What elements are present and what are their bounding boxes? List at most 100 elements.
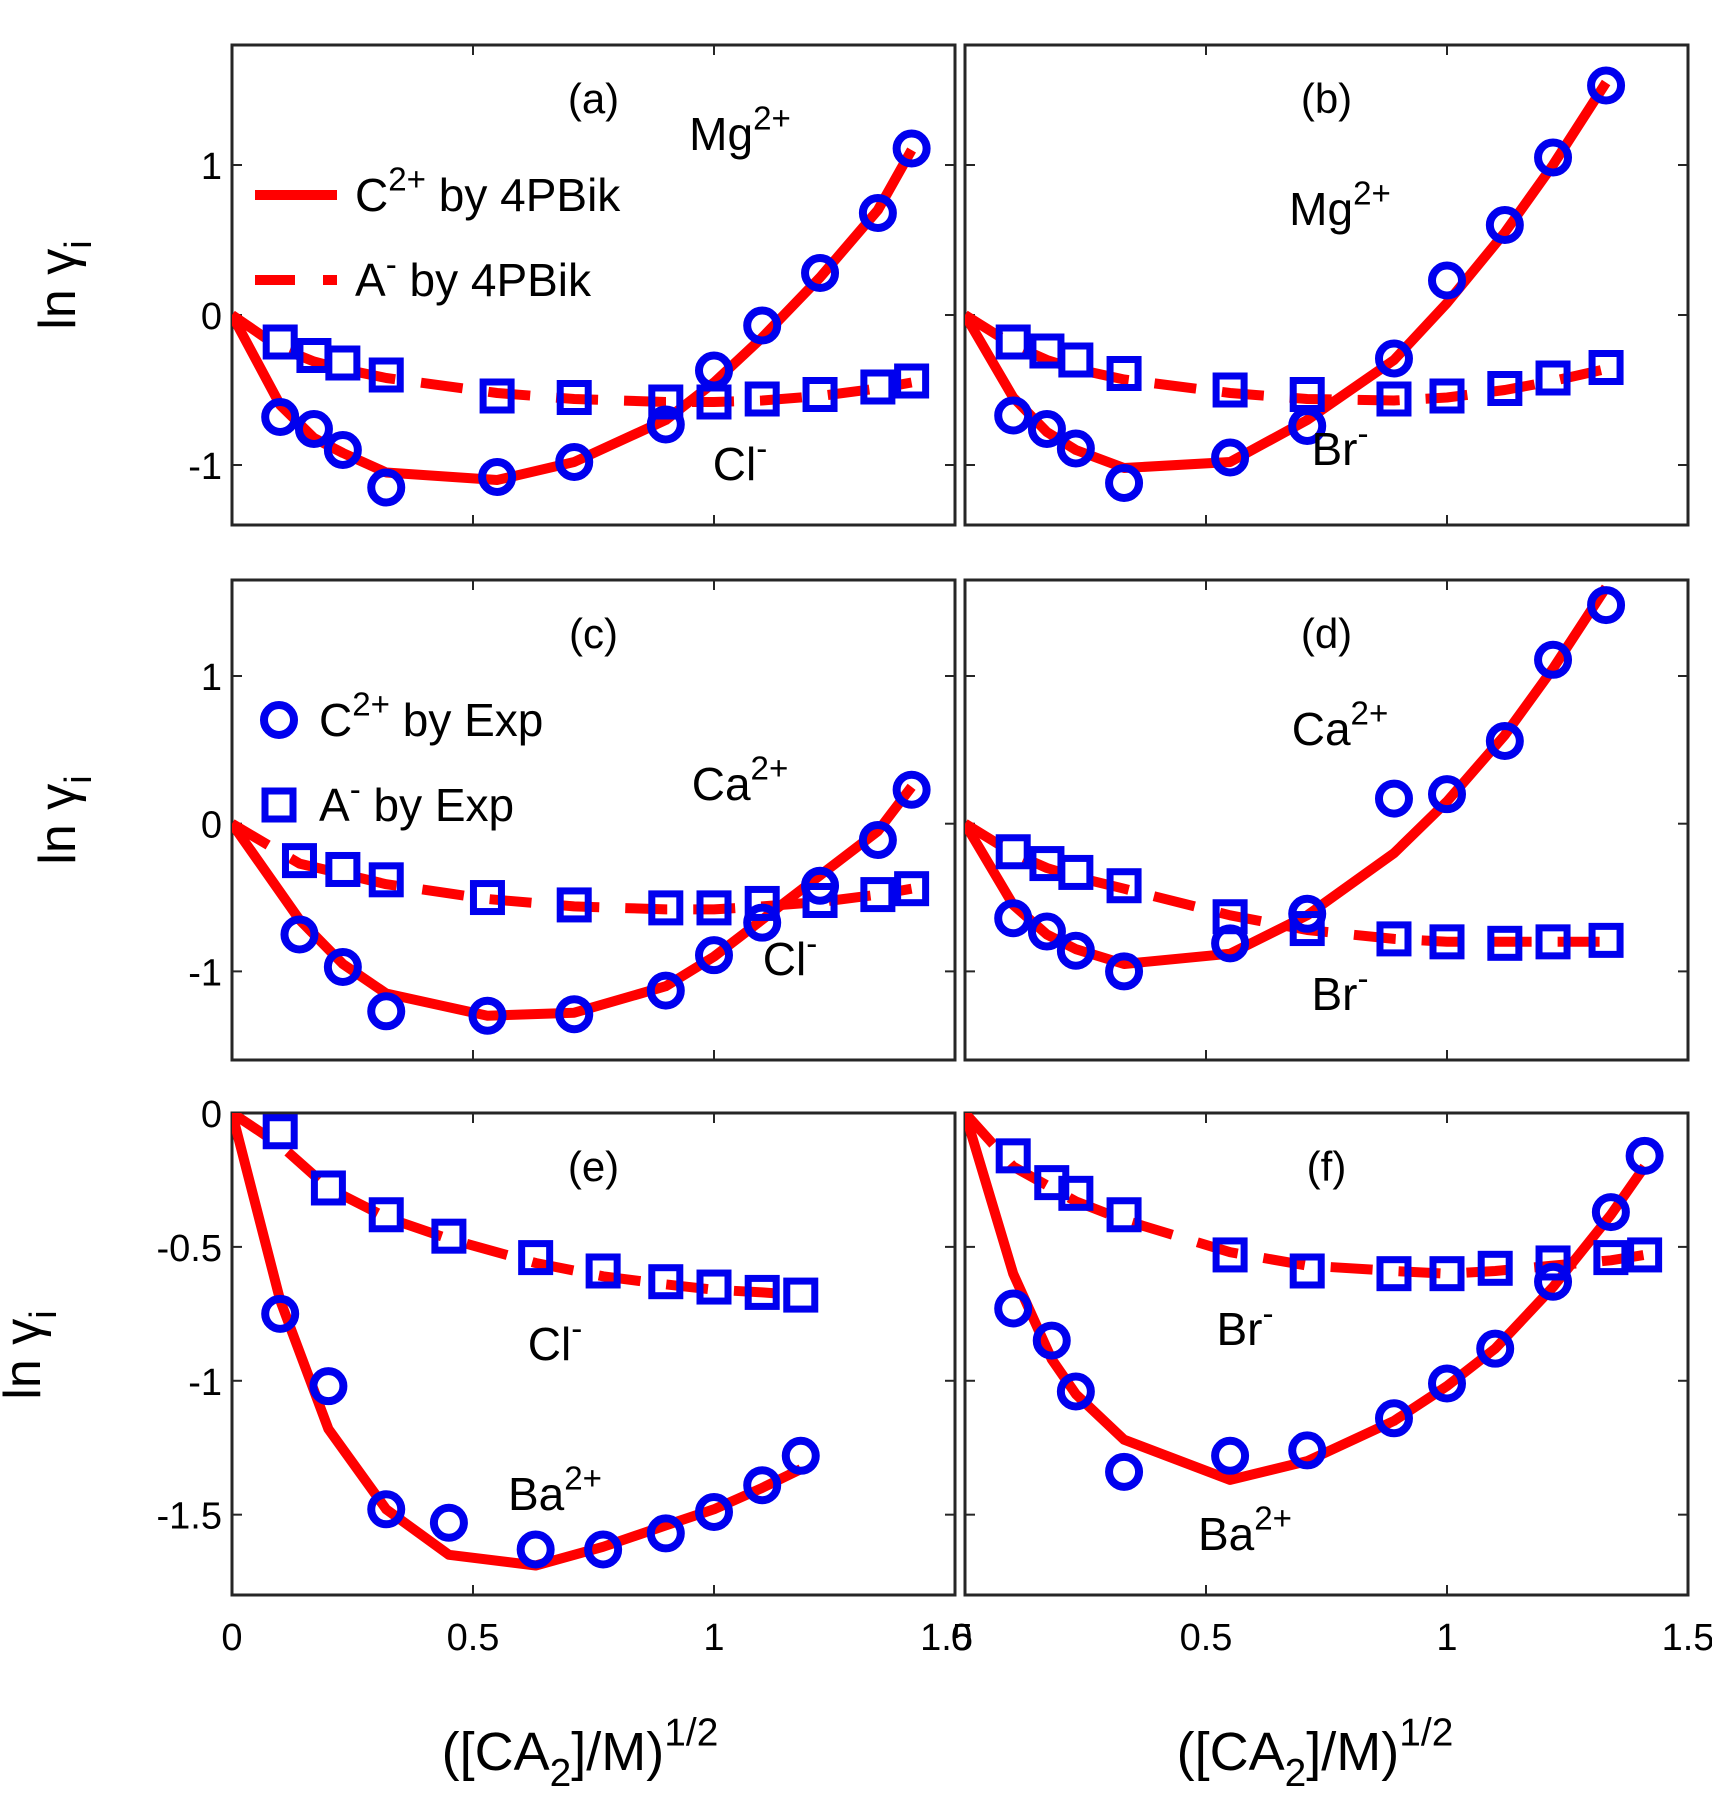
anion-exp-point bbox=[368, 357, 404, 393]
cation-exp-point bbox=[1476, 1329, 1515, 1368]
legend-circle-marker bbox=[260, 701, 298, 739]
x-tick-label: 0.5 bbox=[447, 1617, 500, 1659]
anion-exp-point bbox=[995, 324, 1031, 360]
x-tick-label: 1 bbox=[1436, 1617, 1457, 1659]
cation-label: Mg2+ bbox=[1289, 175, 1391, 235]
panel-c: -1 0 1 (c) Ca2+ Cl- C2+ by Exp A- by Exp bbox=[188, 578, 957, 1062]
x-axis-label: ([CA2]/M)1/2 bbox=[442, 1712, 719, 1796]
cation-exp-point bbox=[1211, 438, 1250, 477]
cation-exp-point bbox=[994, 396, 1033, 435]
cation-exp-point bbox=[367, 468, 406, 507]
y-tick-label: -1 bbox=[188, 1362, 222, 1404]
anion-exp-point bbox=[325, 851, 361, 887]
anion-exp-point bbox=[1588, 922, 1624, 958]
anion-model-line bbox=[965, 310, 1608, 406]
cation-exp-point bbox=[1428, 1364, 1466, 1403]
cation-exp-point bbox=[743, 306, 782, 345]
anion-label: Cl- bbox=[763, 925, 817, 985]
cation-exp-point bbox=[1056, 1372, 1095, 1411]
cation-exp-point bbox=[743, 1466, 782, 1505]
cation-exp-point bbox=[429, 1503, 468, 1542]
y-axis-label: ln γi bbox=[29, 775, 100, 864]
anion-exp-point bbox=[995, 1138, 1031, 1174]
panel-f: 0 0.5 1 1.5 (f) Ba2+ Br- bbox=[951, 1111, 1712, 1659]
cation-exp-point bbox=[1374, 779, 1413, 818]
cation-exp-point bbox=[743, 903, 782, 942]
y-tick-label: -0.5 bbox=[157, 1228, 222, 1270]
panel-label: (b) bbox=[1301, 75, 1352, 122]
anion-exp-point bbox=[1212, 372, 1248, 408]
panel-label: (a) bbox=[568, 75, 619, 122]
panel-label: (e) bbox=[568, 1143, 619, 1190]
anion-exp-point bbox=[518, 1240, 554, 1276]
anion-exp-point bbox=[648, 1264, 684, 1300]
anion-exp-point bbox=[1535, 360, 1571, 396]
anion-exp-point bbox=[431, 1218, 467, 1254]
anion-exp-point bbox=[1429, 924, 1465, 960]
x-tick-label: 1.5 bbox=[920, 1617, 973, 1659]
anion-exp-point bbox=[696, 1269, 732, 1305]
panel-d: (d) Ca2+ Br- bbox=[963, 578, 1690, 1062]
cation-exp-point bbox=[1374, 339, 1413, 378]
anion-exp-point bbox=[556, 380, 592, 415]
anion-exp-point bbox=[1429, 378, 1465, 414]
cation-label: Mg2+ bbox=[689, 100, 791, 160]
legend-square-marker bbox=[261, 787, 297, 823]
axes-frame bbox=[230, 43, 957, 527]
cation-exp-point bbox=[994, 1289, 1033, 1328]
cation-exp-point bbox=[1587, 586, 1626, 625]
x-tick-label: 0.5 bbox=[1180, 1617, 1233, 1659]
anion-exp-point bbox=[1535, 924, 1571, 960]
anion-exp-point bbox=[744, 885, 780, 921]
anion-exp-point bbox=[894, 363, 930, 399]
cation-exp-point bbox=[1288, 407, 1327, 445]
cation-exp-point bbox=[646, 1514, 685, 1553]
cation-exp-point bbox=[1105, 1452, 1144, 1491]
cation-exp-point bbox=[367, 992, 406, 1031]
cation-exp-point bbox=[1027, 410, 1066, 448]
cation-exp-point bbox=[555, 443, 594, 481]
anion-exp-point bbox=[1429, 1256, 1465, 1292]
cation-model-line bbox=[232, 147, 916, 485]
y-axis-label: ln γi bbox=[0, 1310, 65, 1399]
axes-frame bbox=[230, 1111, 957, 1597]
cation-exp-point bbox=[781, 1436, 820, 1475]
y-tick-label: 0 bbox=[201, 296, 222, 338]
cation-exp-point bbox=[1105, 464, 1144, 502]
anion-exp-point bbox=[1376, 921, 1412, 957]
axes-frame bbox=[963, 578, 1690, 1062]
cation-exp-point bbox=[294, 410, 333, 448]
cation-exp-point bbox=[309, 1367, 348, 1406]
anion-exp-point bbox=[556, 887, 592, 923]
y-tick-label: -1 bbox=[188, 952, 222, 994]
legend: C2+ by Exp A- by Exp bbox=[260, 686, 543, 831]
anion-exp-point bbox=[1376, 381, 1412, 417]
cation-exp-point bbox=[261, 398, 300, 436]
anion-exp-point bbox=[802, 882, 838, 918]
anion-exp-point bbox=[894, 871, 930, 907]
cation-exp-point bbox=[1288, 894, 1327, 933]
anion-exp-point bbox=[1593, 1240, 1629, 1276]
anion-exp-point bbox=[744, 1274, 780, 1310]
cation-exp-point bbox=[1288, 1431, 1327, 1470]
anion-label: Br- bbox=[1311, 415, 1368, 475]
cation-exp-point bbox=[646, 971, 685, 1010]
anion-exp-point bbox=[368, 1197, 404, 1233]
panel-label: (f) bbox=[1307, 1143, 1347, 1190]
panel-label: (d) bbox=[1301, 610, 1352, 657]
cation-exp-point bbox=[1428, 261, 1466, 300]
cation-label: Ba2+ bbox=[1198, 1500, 1292, 1560]
x-tick-label: 1 bbox=[703, 1617, 724, 1659]
cation-exp-point bbox=[468, 996, 507, 1035]
panel-e: 0 -0.5 -1 -1.5 0 0.5 1 1.5 (e) Ba2+ Cl- bbox=[157, 1094, 973, 1659]
cation-label: Ba2+ bbox=[508, 1460, 602, 1520]
cation-exp-point bbox=[323, 947, 362, 986]
anion-label: Cl- bbox=[528, 1310, 582, 1370]
cation-exp-point bbox=[695, 936, 733, 975]
cation-exp-point bbox=[1211, 924, 1250, 963]
anion-exp-point bbox=[1212, 1237, 1248, 1273]
y-tick-label: 0 bbox=[201, 805, 222, 847]
anion-exp-point bbox=[585, 1253, 621, 1289]
legend: C2+ by 4PBik A- by 4PBik bbox=[255, 161, 621, 306]
